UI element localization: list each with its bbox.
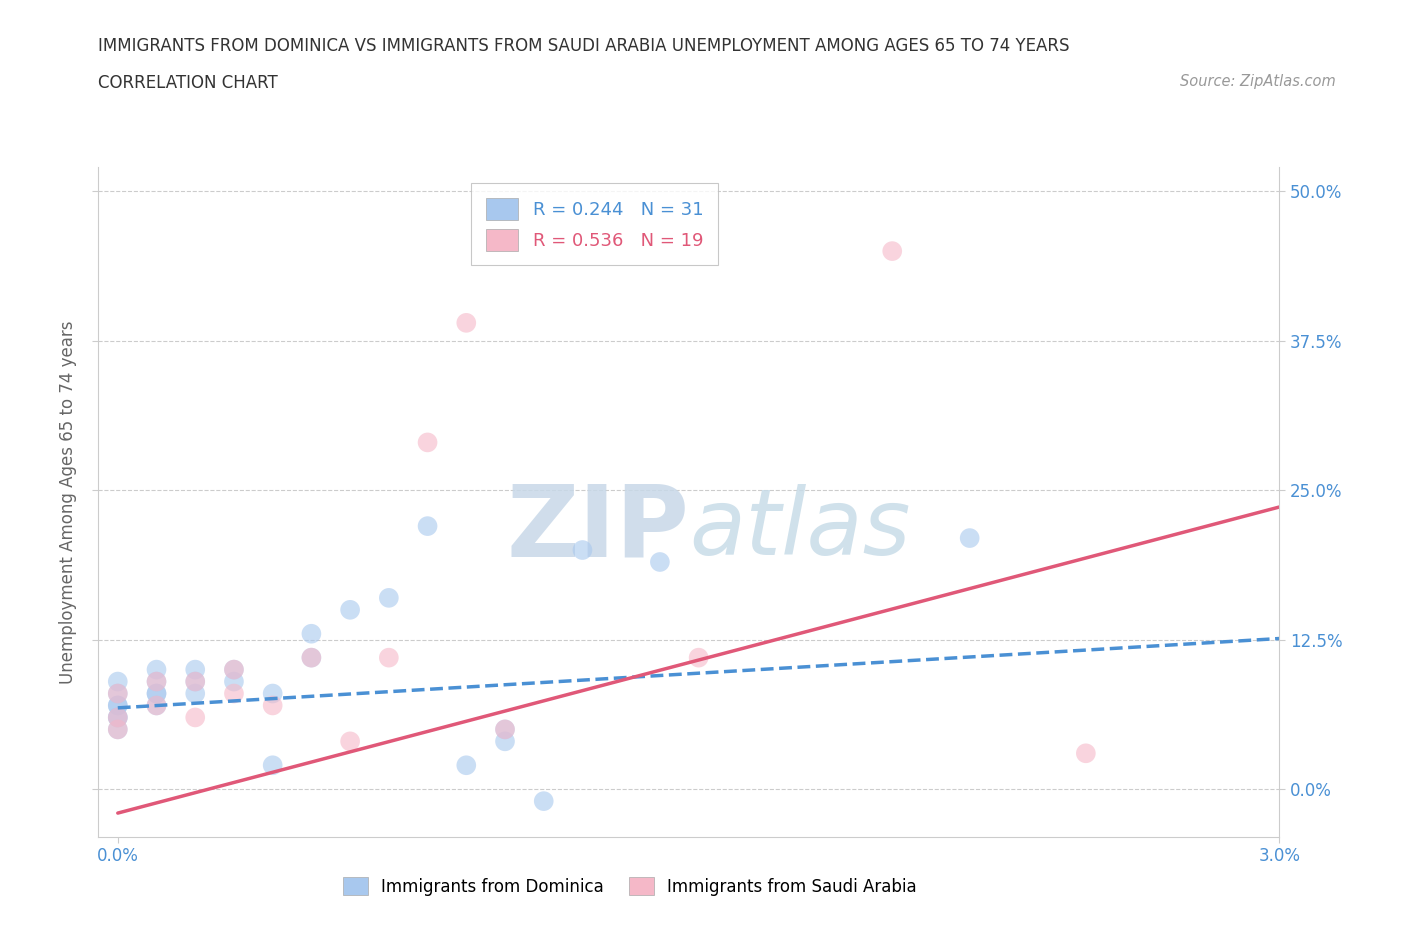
Point xyxy=(571,542,593,557)
Point xyxy=(416,435,439,450)
Point xyxy=(262,758,284,773)
Point xyxy=(222,662,245,677)
Text: CORRELATION CHART: CORRELATION CHART xyxy=(98,74,278,92)
Y-axis label: Unemployment Among Ages 65 to 74 years: Unemployment Among Ages 65 to 74 years xyxy=(59,321,77,684)
Point xyxy=(648,554,671,569)
Point xyxy=(107,722,129,737)
Legend: Immigrants from Dominica, Immigrants from Saudi Arabia: Immigrants from Dominica, Immigrants fro… xyxy=(336,870,924,902)
Point xyxy=(107,674,129,689)
Point xyxy=(262,686,284,701)
Point xyxy=(1074,746,1097,761)
Point xyxy=(533,793,555,808)
Point xyxy=(456,315,478,330)
Point xyxy=(145,674,167,689)
Point xyxy=(378,591,401,605)
Point xyxy=(262,698,284,713)
Point xyxy=(107,710,129,724)
Point xyxy=(299,626,322,641)
Point xyxy=(688,650,710,665)
Point xyxy=(184,662,207,677)
Point xyxy=(184,710,207,724)
Point xyxy=(107,722,129,737)
Point xyxy=(145,686,167,701)
Point xyxy=(339,734,361,749)
Point xyxy=(299,650,322,665)
Text: ZIP: ZIP xyxy=(506,481,689,578)
Point xyxy=(378,650,401,665)
Point xyxy=(494,734,516,749)
Point xyxy=(184,686,207,701)
Point xyxy=(107,698,129,713)
Point xyxy=(145,698,167,713)
Point xyxy=(107,698,129,713)
Point xyxy=(494,722,516,737)
Text: Source: ZipAtlas.com: Source: ZipAtlas.com xyxy=(1180,74,1336,89)
Point xyxy=(184,674,207,689)
Point xyxy=(882,244,904,259)
Point xyxy=(145,686,167,701)
Point xyxy=(107,710,129,724)
Point xyxy=(222,662,245,677)
Point xyxy=(959,531,981,546)
Text: atlas: atlas xyxy=(689,484,910,574)
Point xyxy=(222,674,245,689)
Point xyxy=(494,722,516,737)
Point xyxy=(107,686,129,701)
Point xyxy=(222,686,245,701)
Point xyxy=(416,519,439,534)
Point xyxy=(299,650,322,665)
Point xyxy=(339,603,361,618)
Point xyxy=(145,698,167,713)
Point xyxy=(107,710,129,724)
Point xyxy=(456,758,478,773)
Text: IMMIGRANTS FROM DOMINICA VS IMMIGRANTS FROM SAUDI ARABIA UNEMPLOYMENT AMONG AGES: IMMIGRANTS FROM DOMINICA VS IMMIGRANTS F… xyxy=(98,37,1070,55)
Point xyxy=(145,662,167,677)
Point xyxy=(145,674,167,689)
Point xyxy=(107,686,129,701)
Point xyxy=(184,674,207,689)
